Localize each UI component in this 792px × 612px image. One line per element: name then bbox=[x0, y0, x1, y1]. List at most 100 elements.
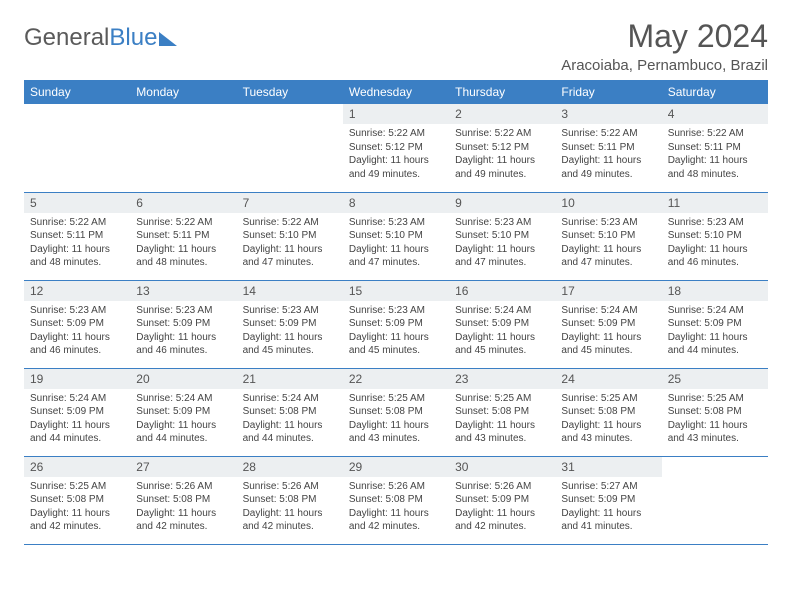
calendar-cell: 3Sunrise: 5:22 AMSunset: 5:11 PMDaylight… bbox=[555, 104, 661, 192]
calendar-cell: 6Sunrise: 5:22 AMSunset: 5:11 PMDaylight… bbox=[130, 192, 236, 280]
day-number: 20 bbox=[130, 369, 236, 389]
calendar-cell: 8Sunrise: 5:23 AMSunset: 5:10 PMDaylight… bbox=[343, 192, 449, 280]
day-details: Sunrise: 5:25 AMSunset: 5:08 PMDaylight:… bbox=[343, 389, 449, 450]
calendar-cell: 25Sunrise: 5:25 AMSunset: 5:08 PMDayligh… bbox=[662, 368, 768, 456]
weekday-header: Saturday bbox=[662, 80, 768, 104]
day-number: 28 bbox=[237, 457, 343, 477]
calendar-row: 12Sunrise: 5:23 AMSunset: 5:09 PMDayligh… bbox=[24, 280, 768, 368]
day-details: Sunrise: 5:24 AMSunset: 5:09 PMDaylight:… bbox=[449, 301, 555, 362]
day-details: Sunrise: 5:22 AMSunset: 5:12 PMDaylight:… bbox=[343, 124, 449, 185]
calendar-cell bbox=[130, 104, 236, 192]
calendar-table: SundayMondayTuesdayWednesdayThursdayFrid… bbox=[24, 80, 768, 545]
calendar-cell: 24Sunrise: 5:25 AMSunset: 5:08 PMDayligh… bbox=[555, 368, 661, 456]
calendar-cell: 10Sunrise: 5:23 AMSunset: 5:10 PMDayligh… bbox=[555, 192, 661, 280]
weekday-header: Wednesday bbox=[343, 80, 449, 104]
calendar-row: 1Sunrise: 5:22 AMSunset: 5:12 PMDaylight… bbox=[24, 104, 768, 192]
day-number: 24 bbox=[555, 369, 661, 389]
calendar-cell: 30Sunrise: 5:26 AMSunset: 5:09 PMDayligh… bbox=[449, 456, 555, 544]
day-number: 25 bbox=[662, 369, 768, 389]
day-number: 1 bbox=[343, 104, 449, 124]
day-number: 18 bbox=[662, 281, 768, 301]
calendar-cell: 1Sunrise: 5:22 AMSunset: 5:12 PMDaylight… bbox=[343, 104, 449, 192]
day-number: 4 bbox=[662, 104, 768, 124]
day-details: Sunrise: 5:23 AMSunset: 5:10 PMDaylight:… bbox=[449, 213, 555, 274]
day-number: 29 bbox=[343, 457, 449, 477]
brand-logo: GeneralBlue bbox=[24, 18, 177, 52]
calendar-cell bbox=[237, 104, 343, 192]
day-details: Sunrise: 5:25 AMSunset: 5:08 PMDaylight:… bbox=[555, 389, 661, 450]
month-title: May 2024 bbox=[561, 18, 768, 55]
weekday-header: Sunday bbox=[24, 80, 130, 104]
day-number: 26 bbox=[24, 457, 130, 477]
calendar-row: 19Sunrise: 5:24 AMSunset: 5:09 PMDayligh… bbox=[24, 368, 768, 456]
calendar-cell: 15Sunrise: 5:23 AMSunset: 5:09 PMDayligh… bbox=[343, 280, 449, 368]
day-details: Sunrise: 5:23 AMSunset: 5:09 PMDaylight:… bbox=[24, 301, 130, 362]
calendar-cell: 26Sunrise: 5:25 AMSunset: 5:08 PMDayligh… bbox=[24, 456, 130, 544]
calendar-cell: 28Sunrise: 5:26 AMSunset: 5:08 PMDayligh… bbox=[237, 456, 343, 544]
day-number: 7 bbox=[237, 193, 343, 213]
day-number: 16 bbox=[449, 281, 555, 301]
calendar-row: 26Sunrise: 5:25 AMSunset: 5:08 PMDayligh… bbox=[24, 456, 768, 544]
day-details: Sunrise: 5:26 AMSunset: 5:09 PMDaylight:… bbox=[449, 477, 555, 538]
day-number: 30 bbox=[449, 457, 555, 477]
brand-part2: Blue bbox=[109, 24, 157, 52]
day-details: Sunrise: 5:26 AMSunset: 5:08 PMDaylight:… bbox=[343, 477, 449, 538]
day-number: 15 bbox=[343, 281, 449, 301]
calendar-cell: 29Sunrise: 5:26 AMSunset: 5:08 PMDayligh… bbox=[343, 456, 449, 544]
calendar-cell: 23Sunrise: 5:25 AMSunset: 5:08 PMDayligh… bbox=[449, 368, 555, 456]
day-details: Sunrise: 5:23 AMSunset: 5:10 PMDaylight:… bbox=[662, 213, 768, 274]
day-details: Sunrise: 5:23 AMSunset: 5:10 PMDaylight:… bbox=[555, 213, 661, 274]
weekday-header: Tuesday bbox=[237, 80, 343, 104]
day-number: 8 bbox=[343, 193, 449, 213]
day-details: Sunrise: 5:22 AMSunset: 5:11 PMDaylight:… bbox=[24, 213, 130, 274]
day-details: Sunrise: 5:23 AMSunset: 5:10 PMDaylight:… bbox=[343, 213, 449, 274]
day-number: 23 bbox=[449, 369, 555, 389]
calendar-cell: 20Sunrise: 5:24 AMSunset: 5:09 PMDayligh… bbox=[130, 368, 236, 456]
calendar-cell: 18Sunrise: 5:24 AMSunset: 5:09 PMDayligh… bbox=[662, 280, 768, 368]
day-details: Sunrise: 5:26 AMSunset: 5:08 PMDaylight:… bbox=[130, 477, 236, 538]
header: GeneralBlue May 2024 Aracoiaba, Pernambu… bbox=[24, 18, 768, 74]
day-number: 19 bbox=[24, 369, 130, 389]
calendar-cell: 11Sunrise: 5:23 AMSunset: 5:10 PMDayligh… bbox=[662, 192, 768, 280]
day-details: Sunrise: 5:27 AMSunset: 5:09 PMDaylight:… bbox=[555, 477, 661, 538]
day-details: Sunrise: 5:22 AMSunset: 5:11 PMDaylight:… bbox=[662, 124, 768, 185]
calendar-cell: 4Sunrise: 5:22 AMSunset: 5:11 PMDaylight… bbox=[662, 104, 768, 192]
calendar-cell: 17Sunrise: 5:24 AMSunset: 5:09 PMDayligh… bbox=[555, 280, 661, 368]
calendar-cell: 19Sunrise: 5:24 AMSunset: 5:09 PMDayligh… bbox=[24, 368, 130, 456]
day-details: Sunrise: 5:24 AMSunset: 5:08 PMDaylight:… bbox=[237, 389, 343, 450]
day-details: Sunrise: 5:24 AMSunset: 5:09 PMDaylight:… bbox=[662, 301, 768, 362]
calendar-cell: 2Sunrise: 5:22 AMSunset: 5:12 PMDaylight… bbox=[449, 104, 555, 192]
calendar-cell bbox=[662, 456, 768, 544]
calendar-cell: 13Sunrise: 5:23 AMSunset: 5:09 PMDayligh… bbox=[130, 280, 236, 368]
day-details: Sunrise: 5:23 AMSunset: 5:09 PMDaylight:… bbox=[343, 301, 449, 362]
calendar-cell: 16Sunrise: 5:24 AMSunset: 5:09 PMDayligh… bbox=[449, 280, 555, 368]
day-number: 22 bbox=[343, 369, 449, 389]
calendar-row: 5Sunrise: 5:22 AMSunset: 5:11 PMDaylight… bbox=[24, 192, 768, 280]
title-block: May 2024 Aracoiaba, Pernambuco, Brazil bbox=[561, 18, 768, 74]
calendar-cell: 5Sunrise: 5:22 AMSunset: 5:11 PMDaylight… bbox=[24, 192, 130, 280]
calendar-cell: 12Sunrise: 5:23 AMSunset: 5:09 PMDayligh… bbox=[24, 280, 130, 368]
day-number: 21 bbox=[237, 369, 343, 389]
day-number: 17 bbox=[555, 281, 661, 301]
calendar-cell: 31Sunrise: 5:27 AMSunset: 5:09 PMDayligh… bbox=[555, 456, 661, 544]
day-details: Sunrise: 5:26 AMSunset: 5:08 PMDaylight:… bbox=[237, 477, 343, 538]
triangle-icon bbox=[159, 32, 177, 46]
day-details: Sunrise: 5:24 AMSunset: 5:09 PMDaylight:… bbox=[24, 389, 130, 450]
day-number: 9 bbox=[449, 193, 555, 213]
weekday-header: Monday bbox=[130, 80, 236, 104]
day-details: Sunrise: 5:25 AMSunset: 5:08 PMDaylight:… bbox=[24, 477, 130, 538]
day-details: Sunrise: 5:25 AMSunset: 5:08 PMDaylight:… bbox=[662, 389, 768, 450]
calendar-cell: 7Sunrise: 5:22 AMSunset: 5:10 PMDaylight… bbox=[237, 192, 343, 280]
day-number: 12 bbox=[24, 281, 130, 301]
day-details: Sunrise: 5:25 AMSunset: 5:08 PMDaylight:… bbox=[449, 389, 555, 450]
day-details: Sunrise: 5:22 AMSunset: 5:11 PMDaylight:… bbox=[130, 213, 236, 274]
calendar-body: 1Sunrise: 5:22 AMSunset: 5:12 PMDaylight… bbox=[24, 104, 768, 544]
location: Aracoiaba, Pernambuco, Brazil bbox=[561, 57, 768, 74]
weekday-header-row: SundayMondayTuesdayWednesdayThursdayFrid… bbox=[24, 80, 768, 104]
calendar-cell bbox=[24, 104, 130, 192]
day-number: 10 bbox=[555, 193, 661, 213]
day-details: Sunrise: 5:23 AMSunset: 5:09 PMDaylight:… bbox=[237, 301, 343, 362]
day-number: 11 bbox=[662, 193, 768, 213]
day-details: Sunrise: 5:24 AMSunset: 5:09 PMDaylight:… bbox=[130, 389, 236, 450]
day-details: Sunrise: 5:22 AMSunset: 5:11 PMDaylight:… bbox=[555, 124, 661, 185]
